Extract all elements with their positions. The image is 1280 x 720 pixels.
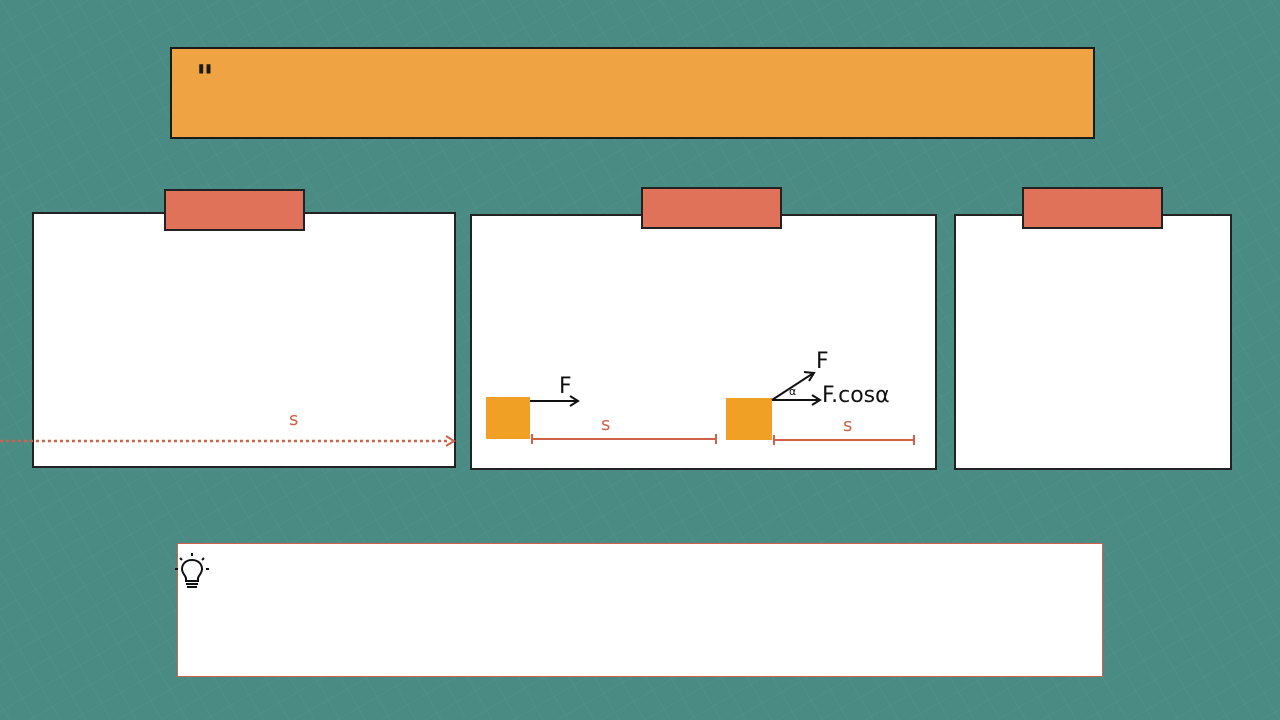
title-banner: " — [170, 47, 1095, 139]
angle-label: α — [789, 385, 797, 398]
force-arrow-2 — [771, 373, 813, 401]
card-2-diagrams — [486, 371, 915, 445]
card-2 — [470, 214, 937, 470]
card-1-s-label: s — [289, 409, 299, 430]
force-label-2: F — [816, 349, 829, 374]
card-3 — [954, 214, 1232, 470]
block-2 — [726, 398, 772, 440]
card-1-tape — [164, 189, 305, 231]
card-1 — [32, 212, 456, 468]
s-label-1: s — [601, 414, 611, 435]
card-1-distance-arrow — [0, 435, 456, 447]
lightbulb-icon — [175, 553, 209, 588]
quote-mark: " — [196, 58, 214, 98]
force-label-1: F — [559, 374, 572, 399]
component-label: F.cosα — [822, 383, 890, 408]
block-1 — [486, 397, 530, 439]
tip-box — [175, 543, 1103, 677]
card-2-tape — [641, 187, 782, 229]
card-3-tape — [1022, 187, 1163, 229]
s-label-2: s — [843, 415, 853, 436]
